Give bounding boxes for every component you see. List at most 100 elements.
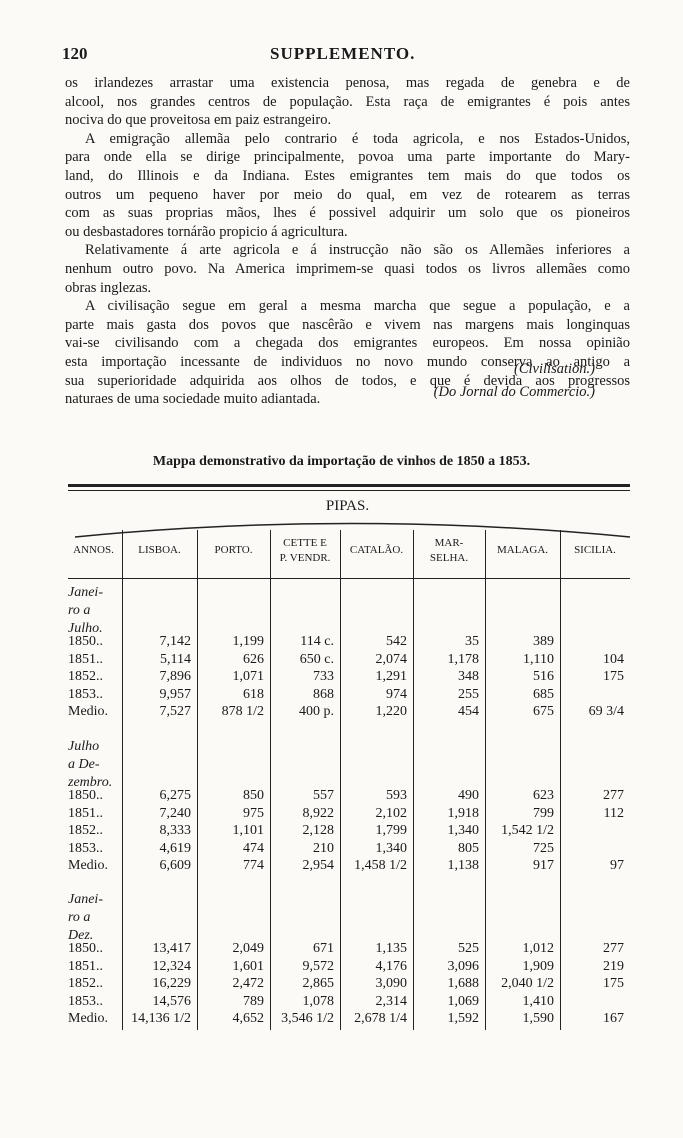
cell: 104 xyxy=(603,651,624,667)
cell: 8,922 xyxy=(302,805,335,821)
cell: 9,572 xyxy=(302,958,335,974)
cell: 7,240 xyxy=(159,805,192,821)
cell: 2,049 xyxy=(232,941,265,956)
cell: 255 xyxy=(458,686,479,702)
row-year: Medio. xyxy=(68,1011,109,1026)
text-line: sua superioridade adquirida aos olhos de… xyxy=(65,372,630,389)
cell: 4,652 xyxy=(232,1011,265,1026)
cell: 13,417 xyxy=(152,941,192,956)
cell: 1,799 xyxy=(375,823,408,838)
cell: 542 xyxy=(386,634,407,649)
cell: 1,138 xyxy=(447,858,480,873)
column-header: MALAGA. xyxy=(496,544,549,556)
cell: 277 xyxy=(603,788,624,803)
cell: 2,102 xyxy=(375,805,408,821)
column-header: CETTE E xyxy=(283,537,327,549)
text-line: os irlandezes arrastar uma existencia pe… xyxy=(65,75,630,91)
cell: 2,954 xyxy=(302,858,335,873)
cell: 474 xyxy=(243,840,264,856)
cell: 1,220 xyxy=(375,704,408,719)
text-line: para onde ella se dirige principalmente,… xyxy=(65,149,630,166)
section-label: zembro. xyxy=(68,775,113,790)
cell: 805 xyxy=(458,840,479,856)
column-rule xyxy=(340,530,341,1030)
section-label: a De- xyxy=(68,757,100,772)
cell: 2,128 xyxy=(302,823,335,838)
cell: 14,576 xyxy=(152,993,192,1009)
cell: 6,609 xyxy=(159,858,192,873)
row-year: 1851.. xyxy=(68,651,103,667)
cell: 1,012 xyxy=(522,941,555,956)
cell: 516 xyxy=(533,669,554,684)
cell: 2,678 1/4 xyxy=(354,1011,407,1026)
cell: 1,410 xyxy=(522,993,555,1009)
cell: 1,458 1/2 xyxy=(354,858,407,873)
section-label: ro a xyxy=(68,910,91,925)
section-label: Janei- xyxy=(68,585,103,600)
cell: 1,291 xyxy=(375,669,408,684)
source: (Do Jornal do Commercio.) xyxy=(433,384,595,400)
cell: 733 xyxy=(313,669,334,684)
section-label: Dez. xyxy=(68,928,94,943)
cell: 725 xyxy=(533,840,554,856)
cell: 525 xyxy=(458,941,479,956)
column-header: LISBOA. xyxy=(138,544,181,556)
cell: 1,135 xyxy=(375,941,408,956)
rule xyxy=(68,484,630,487)
column-rule xyxy=(197,530,198,1030)
column-header: CATALÃO. xyxy=(349,544,404,556)
column-header: SICILIA. xyxy=(574,544,616,556)
rule xyxy=(68,490,630,491)
row-year: 1852.. xyxy=(68,976,103,991)
column-header: ANNOS. xyxy=(73,544,114,556)
cell: 618 xyxy=(243,686,264,702)
cell: 1,590 xyxy=(522,1011,555,1026)
cell: 1,078 xyxy=(302,993,335,1009)
cell: 5,114 xyxy=(160,651,191,667)
cell: 557 xyxy=(313,788,334,803)
cell: 400 p. xyxy=(299,704,334,719)
cell: 14,136 1/2 xyxy=(131,1011,191,1026)
cell: 2,314 xyxy=(375,993,408,1009)
cell: 868 xyxy=(313,686,334,702)
cell: 35 xyxy=(465,634,479,649)
cell: 917 xyxy=(533,858,554,873)
cell: 1,601 xyxy=(232,958,265,974)
cell: 175 xyxy=(603,976,624,991)
section-label: Julho. xyxy=(68,621,103,636)
cell: 623 xyxy=(533,788,554,803)
unit-label: PIPAS. xyxy=(325,498,370,514)
cell: 7,142 xyxy=(159,634,192,649)
text-line: nociva do que proveitosa em paiz estrang… xyxy=(65,112,332,129)
cell: 277 xyxy=(603,941,624,956)
cell: 1,199 xyxy=(232,634,265,649)
row-year: 1850.. xyxy=(68,634,103,649)
column-header: P. VENDR. xyxy=(279,552,331,564)
cell: 671 xyxy=(313,941,334,956)
cell: 1,110 xyxy=(523,651,554,667)
cell: 6,275 xyxy=(159,788,192,803)
cell: 7,896 xyxy=(159,669,192,684)
text-line: ou desbastadores tornárão propicio á agr… xyxy=(65,223,348,240)
cell: 16,229 xyxy=(152,976,192,991)
cell: 675 xyxy=(533,704,554,719)
cell: 167 xyxy=(603,1011,624,1026)
cell: 789 xyxy=(243,993,264,1009)
text-line: com as suas proprias mãos, lhes é possiv… xyxy=(65,205,630,222)
cell: 175 xyxy=(603,669,624,684)
cell: 1,071 xyxy=(232,669,265,684)
cell: 2,472 xyxy=(232,976,265,991)
row-year: 1853.. xyxy=(68,993,103,1009)
row-year: 1850.. xyxy=(68,941,103,956)
cell: 490 xyxy=(458,788,479,803)
cell: 389 xyxy=(533,634,554,649)
cell: 2,040 1/2 xyxy=(501,976,554,991)
cell: 626 xyxy=(243,651,264,667)
cell: 2,865 xyxy=(302,976,335,991)
cell: 69 3/4 xyxy=(588,704,624,719)
cell: 1,909 xyxy=(522,958,555,974)
text-line: alcool, nos grandes centros de população… xyxy=(65,93,630,110)
cell: 3,090 xyxy=(375,976,408,991)
cell: 348 xyxy=(458,669,479,684)
